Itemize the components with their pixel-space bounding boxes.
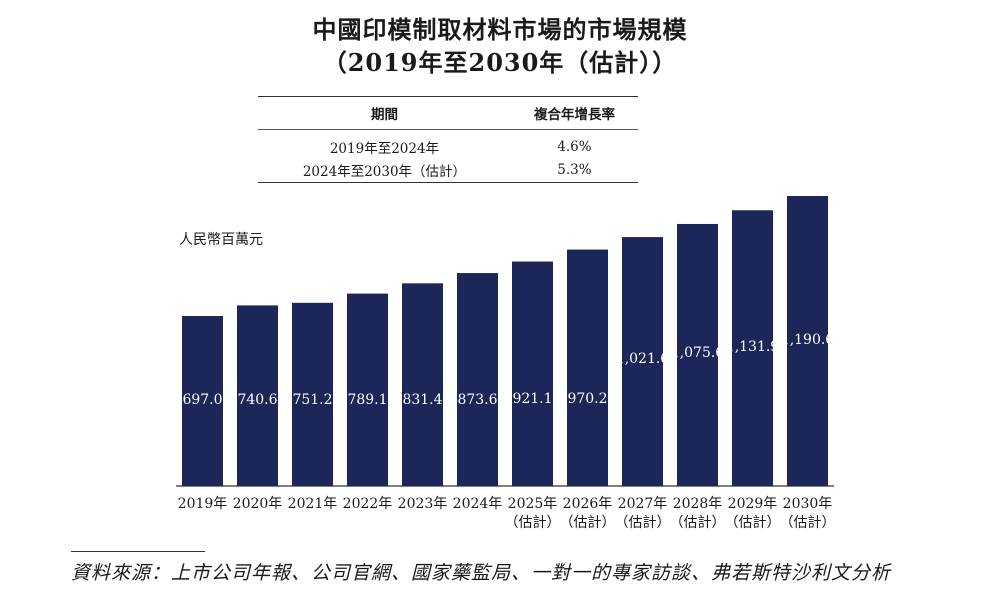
x-tick-label-10-0: 2029年 bbox=[728, 496, 778, 512]
y-axis-unit-label: 人民幣百萬元 bbox=[179, 232, 263, 248]
x-tick-label-6-1: （估計） bbox=[505, 515, 561, 531]
x-tick-label-6-0: 2025年 bbox=[508, 496, 558, 512]
cagr-cell: 4.6% bbox=[557, 138, 592, 155]
bar-10 bbox=[732, 210, 773, 486]
x-tick-label-3-0: 2022年 bbox=[343, 496, 393, 512]
bar-1 bbox=[237, 305, 278, 486]
x-tick-label-0-0: 2019年 bbox=[178, 496, 228, 512]
bar-5 bbox=[457, 273, 498, 486]
bar-11 bbox=[787, 196, 828, 486]
data-label-1: 740.6 bbox=[237, 392, 277, 408]
table-row: 2024年至2030年（估計） 5.3% bbox=[258, 158, 638, 183]
x-tick-label-10-1: （估計） bbox=[725, 515, 781, 531]
data-label-7: 970.2 bbox=[567, 391, 607, 407]
x-tick-label-7-0: 2026年 bbox=[563, 496, 613, 512]
x-tick-label-5-0: 2024年 bbox=[453, 496, 503, 512]
x-tick-label-1-0: 2020年 bbox=[233, 496, 283, 512]
data-label-11: 1,190.6 bbox=[781, 332, 835, 348]
period-cell: 2024年至2030年（估計） bbox=[258, 158, 511, 183]
header-period: 期間 bbox=[258, 96, 511, 130]
chart-title: 中國印模制取材料市場的市場規模 bbox=[312, 15, 688, 44]
data-label-8: 1,021.6 bbox=[616, 351, 670, 367]
data-label-0: 697.0 bbox=[182, 392, 222, 408]
x-tick-label-4-0: 2023年 bbox=[398, 496, 448, 512]
x-tick-label-11-0: 2030年 bbox=[783, 496, 833, 512]
x-tick-label-8-0: 2027年 bbox=[618, 496, 668, 512]
source-divider bbox=[71, 551, 205, 552]
bar-6 bbox=[512, 261, 553, 486]
chart-subtitle: （2019年至2030年（估計）） bbox=[322, 48, 678, 77]
bar-4 bbox=[402, 283, 443, 486]
x-tick-label-11-1: （估計） bbox=[780, 515, 836, 531]
x-tick-label-7-1: （估計） bbox=[560, 515, 616, 531]
data-label-10: 1,131.9 bbox=[726, 339, 779, 355]
x-tick-label-2-0: 2021年 bbox=[288, 496, 338, 512]
data-label-4: 831.4 bbox=[402, 392, 442, 408]
data-label-3: 789.1 bbox=[347, 392, 387, 408]
x-tick-label-9-1: （估計） bbox=[670, 515, 726, 531]
cagr-table-header: 期間 複合年增長率 bbox=[258, 96, 638, 130]
data-label-5: 873.6 bbox=[457, 392, 497, 408]
bar-7 bbox=[567, 249, 608, 486]
source-note: 資料來源：上市公司年報、公司官網、國家藥監局、一對一的專家訪談、弗若斯特沙利文分… bbox=[71, 562, 892, 584]
bar-8 bbox=[622, 237, 663, 486]
period-cell: 2019年至2024年 bbox=[329, 140, 440, 157]
header-cagr: 複合年增長率 bbox=[510, 96, 638, 130]
data-label-2: 751.2 bbox=[292, 392, 332, 408]
x-tick-label-9-0: 2028年 bbox=[673, 496, 723, 512]
data-label-6: 921.1 bbox=[512, 391, 552, 407]
bar-0 bbox=[182, 316, 223, 486]
cagr-cell: 5.3% bbox=[510, 158, 638, 183]
cagr-table: 期間 複合年增長率 2019年至2024年 4.6% 2024年至2030年（估… bbox=[258, 96, 638, 183]
bar-2 bbox=[292, 302, 333, 486]
bar-3 bbox=[347, 293, 388, 486]
data-label-9: 1,075.6 bbox=[671, 345, 725, 361]
x-tick-label-8-1: （估計） bbox=[615, 515, 671, 531]
bar-9 bbox=[677, 223, 718, 486]
table-row: 2019年至2024年 4.6% bbox=[258, 130, 638, 159]
